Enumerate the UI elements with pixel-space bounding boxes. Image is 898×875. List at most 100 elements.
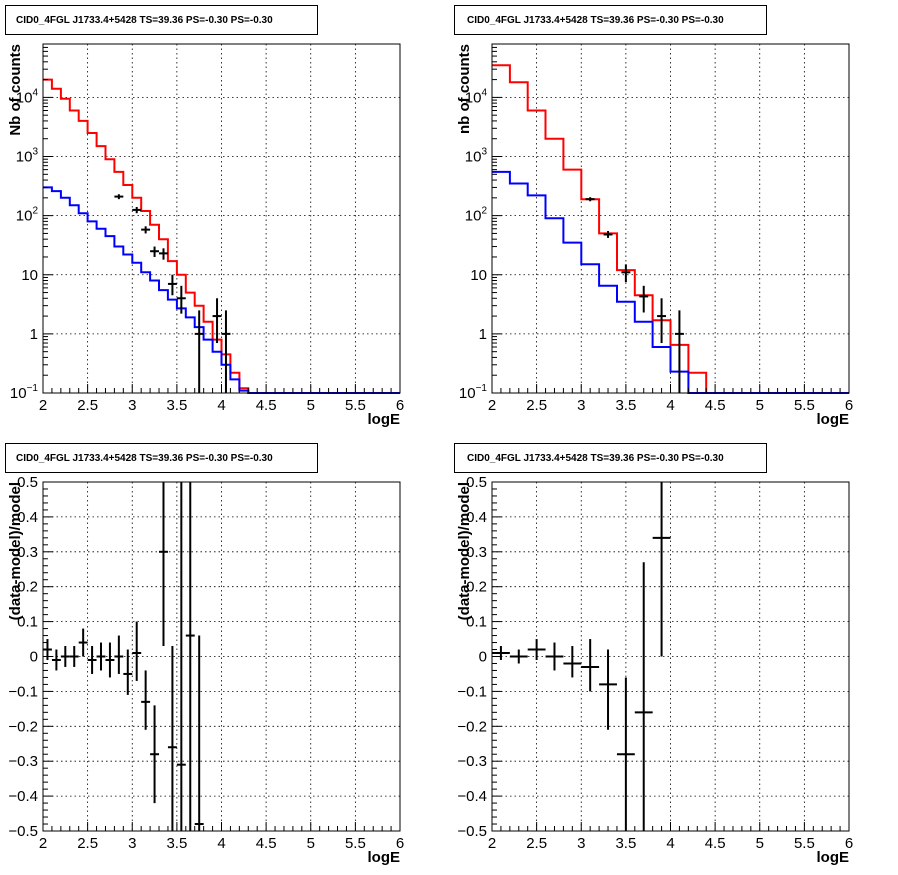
y-axis-title: (data-model)/model — [7, 482, 24, 620]
data-point — [657, 298, 667, 344]
chart-panel-4: CID0_4FGL J1733.4+5428 TS=39.36 PS=-0.30… — [454, 443, 853, 866]
y-tick-label: 0.5 — [466, 474, 487, 491]
y-tick-label: −0.4 — [457, 788, 487, 805]
y-tick-label: −0.5 — [457, 823, 487, 840]
data-point — [634, 562, 653, 831]
y-tick-label: 0.1 — [17, 614, 38, 631]
data-point — [167, 646, 177, 831]
chart-title-box — [454, 443, 767, 473]
y-tick-mantissa: 10 — [16, 149, 33, 166]
y-tick-label: 10−1 — [10, 383, 39, 402]
data-point — [105, 642, 115, 678]
x-tick-label: 4 — [666, 397, 674, 414]
x-axis-title: logE — [368, 411, 401, 428]
y-tick-label: −0.5 — [8, 823, 38, 840]
data-point — [652, 482, 671, 657]
x-tick-label: 6 — [845, 835, 853, 852]
data-point — [581, 639, 600, 692]
x-axis-title: logE — [817, 411, 850, 428]
data-point — [132, 621, 142, 681]
x-tick-label: 5.5 — [345, 397, 366, 414]
x-tick-label: 2 — [488, 835, 496, 852]
y-tick-label: 103 — [16, 147, 39, 166]
y-tick-exponent: −1 — [476, 383, 488, 394]
data-point — [114, 635, 124, 674]
data-point — [527, 639, 546, 660]
x-tick-label: 3 — [577, 835, 585, 852]
x-tick-label: 2 — [39, 835, 47, 852]
y-tick-label: 0 — [30, 649, 38, 666]
data-point — [221, 310, 231, 393]
y-tick-label: 103 — [465, 147, 488, 166]
data-point — [185, 482, 195, 831]
x-axis-title: logE — [368, 849, 401, 866]
x-tick-label: 2.5 — [77, 835, 98, 852]
y-tick-label: 102 — [16, 206, 39, 225]
data-point — [96, 642, 106, 671]
x-tick-label: 3.5 — [166, 397, 187, 414]
x-tick-label: 6 — [845, 397, 853, 414]
chart-title-box — [5, 443, 318, 473]
y-tick-exponent: −1 — [27, 383, 39, 394]
data-point — [603, 230, 613, 238]
y-tick-label: 0.4 — [17, 509, 38, 526]
y-tick-label: 0 — [479, 649, 487, 666]
x-tick-label: 4.5 — [705, 835, 726, 852]
x-tick-label: 5.5 — [794, 397, 815, 414]
y-tick-label: 1 — [479, 326, 487, 343]
x-tick-label: 4 — [217, 397, 225, 414]
y-tick-exponent: 2 — [32, 206, 38, 217]
data-point — [509, 649, 528, 664]
y-tick-label: 104 — [465, 87, 488, 106]
data-point — [60, 646, 70, 667]
chart-panel-3: CID0_4FGL J1733.4+5428 TS=39.36 PS=-0.30… — [5, 443, 404, 866]
y-tick-label: 102 — [465, 206, 488, 225]
chart-panel-1: CID0_4FGL J1733.4+5428 TS=39.36 PS=-0.30… — [5, 5, 404, 428]
y-tick-exponent: 4 — [32, 87, 38, 98]
x-tick-label: 4.5 — [256, 397, 277, 414]
y-tick-label: −0.2 — [457, 718, 487, 735]
data-point — [51, 649, 61, 671]
x-tick-label: 2.5 — [526, 397, 547, 414]
y-tick-label: 104 — [16, 87, 39, 106]
x-axis-title: logE — [817, 849, 850, 866]
y-tick-label: 0.4 — [466, 509, 487, 526]
y-axis-title: Nb of counts — [7, 44, 24, 136]
x-tick-label: 3.5 — [615, 397, 636, 414]
y-tick-exponent: 4 — [481, 87, 487, 98]
x-tick-label: 3 — [128, 835, 136, 852]
y-tick-label: 10−1 — [459, 383, 488, 402]
y-tick-label: 0.2 — [466, 579, 487, 596]
x-tick-label: 2 — [39, 397, 47, 414]
data-point — [176, 482, 186, 831]
x-tick-label: 3.5 — [615, 835, 636, 852]
y-tick-mantissa: 10 — [10, 385, 27, 402]
data-point — [78, 628, 88, 657]
y-tick-label: 10 — [470, 267, 487, 284]
y-tick-label: −0.1 — [8, 683, 38, 700]
data-point — [141, 226, 151, 234]
data-point — [150, 246, 160, 257]
chart-title: CID0_4FGL J1733.4+5428 TS=39.36 PS=-0.30… — [16, 15, 273, 26]
y-tick-mantissa: 10 — [465, 149, 482, 166]
y-tick-exponent: 3 — [32, 147, 38, 158]
chart-title: CID0_4FGL J1733.4+5428 TS=39.36 PS=-0.30… — [467, 15, 724, 26]
y-tick-label: −0.2 — [8, 718, 38, 735]
data-point — [123, 649, 133, 695]
y-tick-label: 10 — [21, 267, 38, 284]
data-point — [69, 646, 79, 667]
x-tick-label: 2 — [488, 397, 496, 414]
x-tick-label: 5.5 — [794, 835, 815, 852]
data-point — [114, 194, 124, 200]
model-source-histogram — [43, 186, 400, 394]
x-tick-label: 3.5 — [166, 835, 187, 852]
y-tick-label: 0.3 — [466, 544, 487, 561]
y-tick-label: 0.1 — [466, 614, 487, 631]
y-tick-label: −0.3 — [457, 753, 487, 770]
x-tick-label: 6 — [396, 397, 404, 414]
data-point — [87, 646, 97, 674]
x-tick-label: 5 — [307, 397, 315, 414]
data-point — [616, 677, 635, 831]
y-tick-exponent: 3 — [481, 147, 487, 158]
y-axis-title: (data-model)/model — [456, 482, 473, 620]
